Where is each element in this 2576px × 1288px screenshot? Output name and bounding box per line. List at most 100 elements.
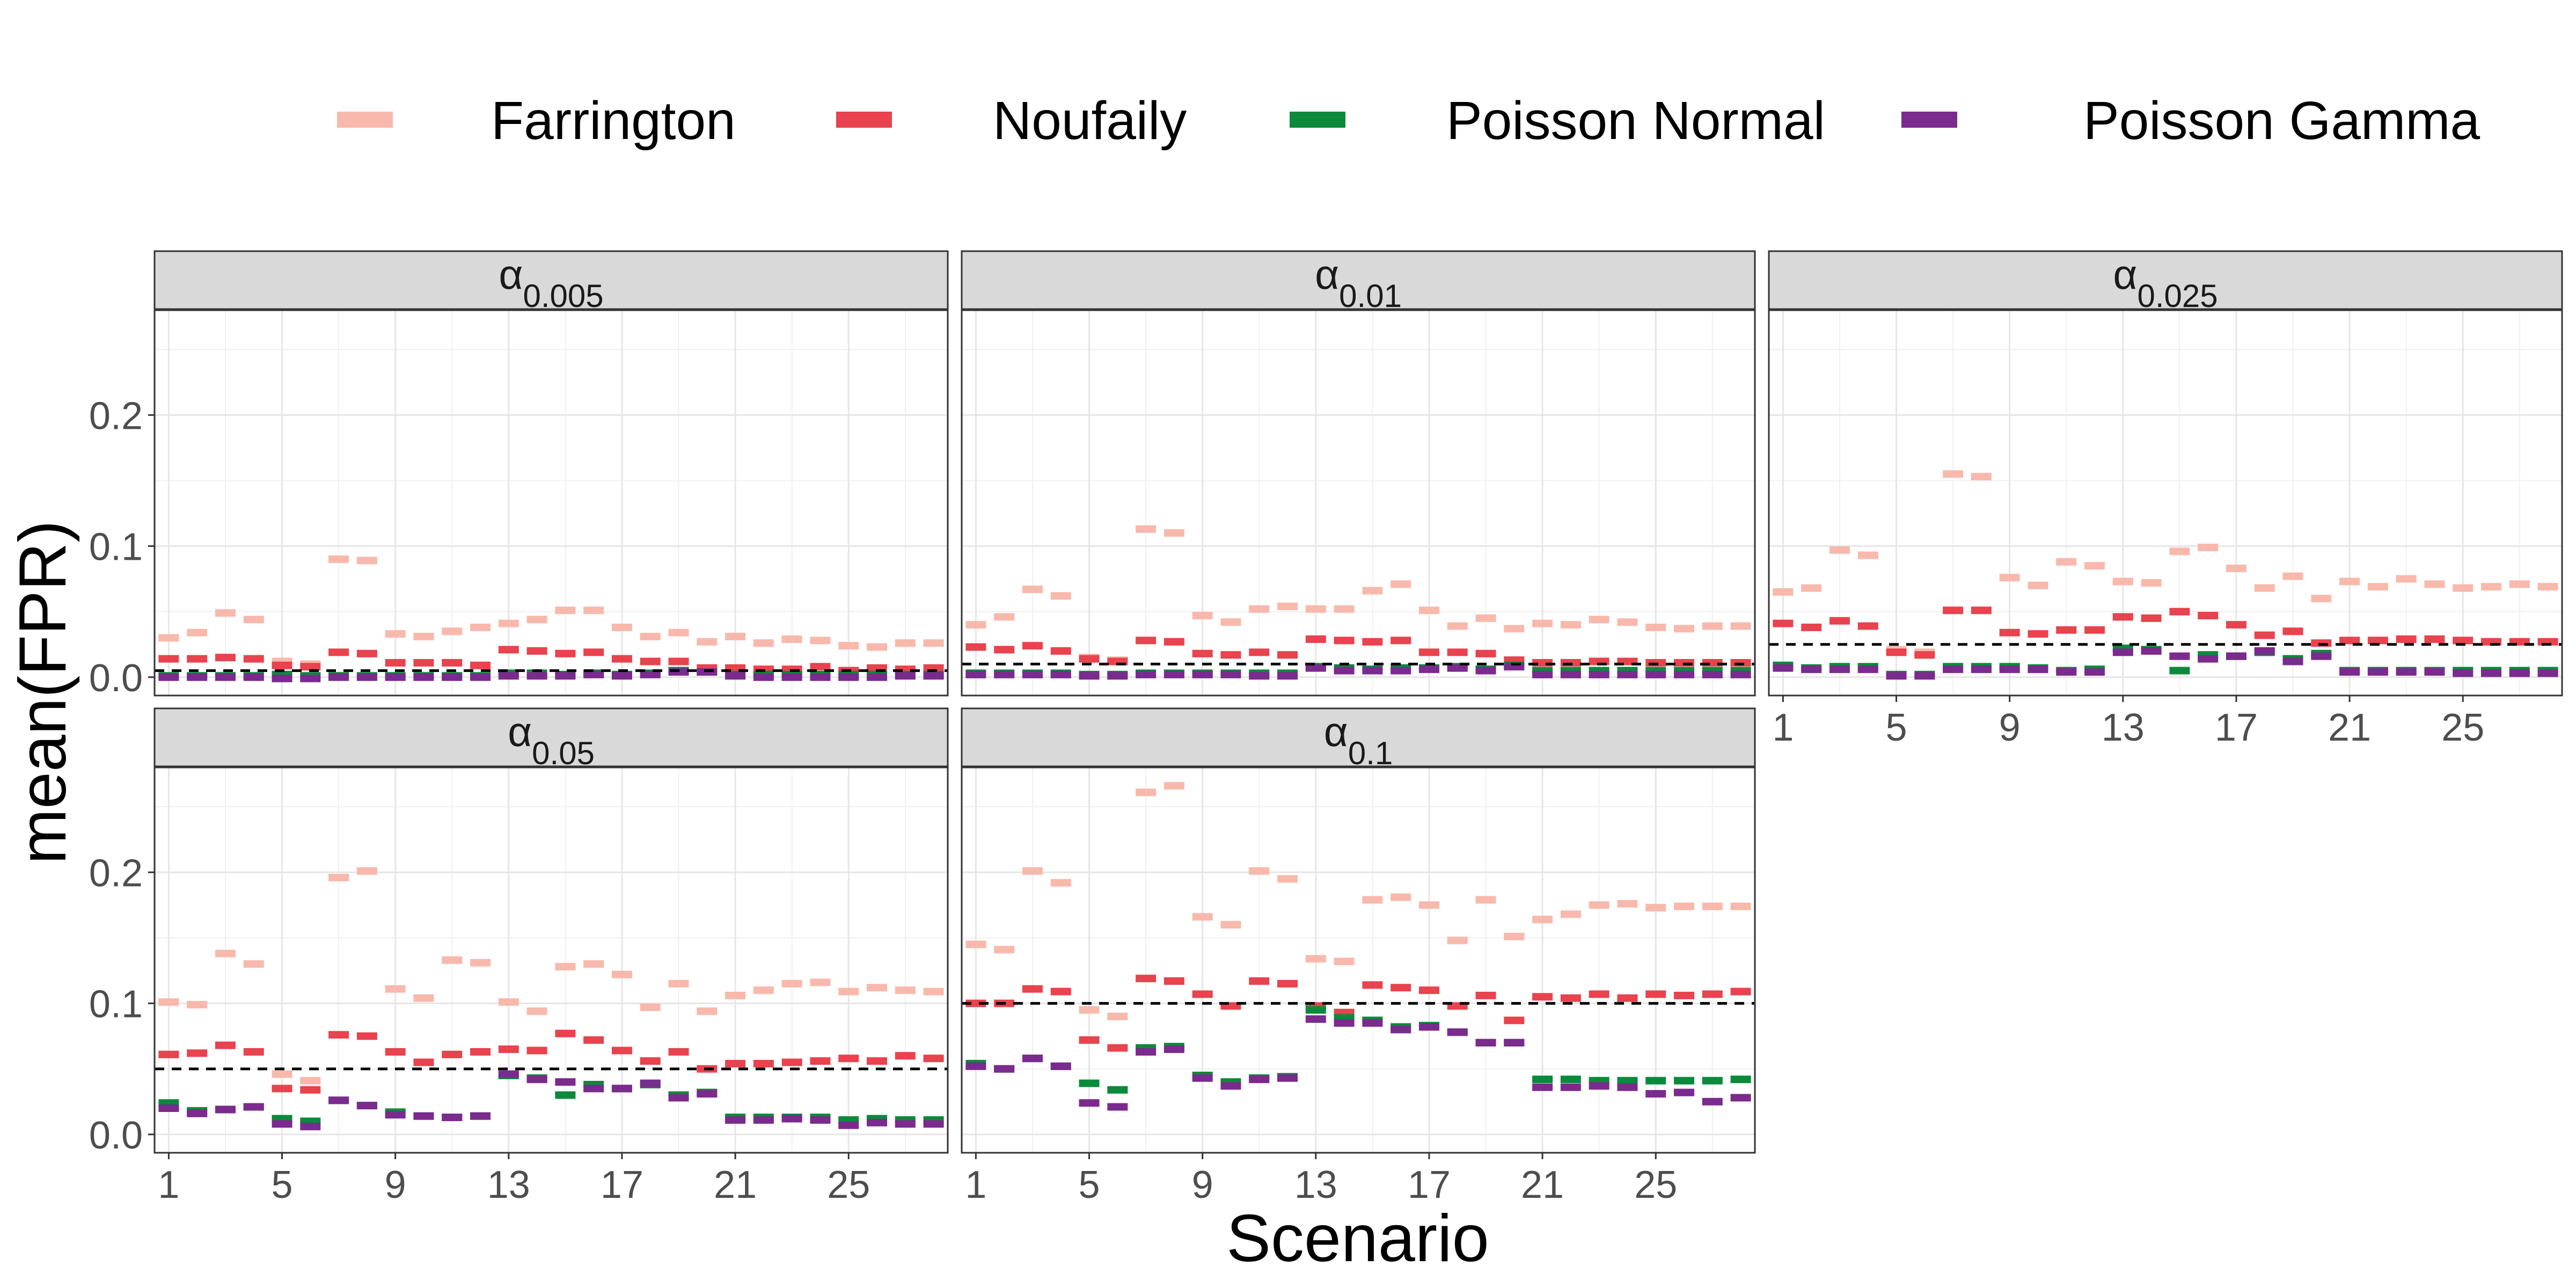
data-point	[2112, 577, 2133, 586]
legend-item: Noufaily	[836, 91, 1187, 151]
data-point	[810, 663, 831, 671]
data-point	[1277, 602, 1298, 610]
data-point	[781, 979, 802, 987]
data-point	[2254, 631, 2275, 639]
data-point	[965, 621, 986, 629]
data-point	[965, 670, 986, 678]
data-point	[1447, 1028, 1468, 1036]
series	[965, 525, 1751, 664]
data-point	[385, 658, 406, 667]
strip-label: α0.005	[499, 251, 603, 314]
data-point	[1617, 618, 1638, 626]
x-tick-label: 21	[1521, 1163, 1564, 1206]
data-point	[1079, 1099, 1100, 1107]
legend-label: Noufaily	[993, 91, 1187, 151]
data-point	[215, 1106, 236, 1114]
data-point	[1136, 788, 1157, 796]
data-point	[1999, 574, 2020, 582]
data-point	[640, 1003, 661, 1011]
strip-background	[1768, 250, 2563, 310]
data-point	[1674, 991, 1695, 999]
series	[1773, 606, 2558, 659]
data-point	[1305, 1015, 1326, 1023]
data-point	[2339, 577, 2360, 586]
data-point	[1249, 977, 1270, 985]
legend: Farrington Noufaily Poisson Normal Poisson …	[337, 91, 2480, 151]
data-point	[300, 1077, 321, 1085]
panel-background	[962, 310, 1755, 696]
x-tick-label: 1	[1772, 706, 1794, 749]
data-point	[328, 673, 349, 681]
data-point	[555, 1091, 576, 1099]
x-tick-label: 5	[1886, 706, 1907, 749]
data-point	[611, 655, 632, 663]
data-point	[583, 648, 604, 656]
data-point	[1645, 990, 1666, 998]
data-point	[2509, 669, 2530, 677]
data-point	[413, 1058, 434, 1066]
data-point	[385, 630, 406, 638]
y-tick-label: 0.1	[89, 526, 143, 569]
data-point	[697, 1007, 718, 1015]
data-point	[1589, 901, 1609, 909]
data-point	[810, 1057, 831, 1065]
data-point	[1829, 546, 1850, 554]
data-point	[243, 655, 264, 663]
data-point	[994, 946, 1015, 954]
data-point	[611, 1046, 632, 1055]
data-point	[470, 661, 491, 669]
data-point	[697, 638, 718, 646]
data-point	[1136, 975, 1157, 983]
data-point	[1136, 1048, 1157, 1056]
data-point	[526, 1046, 547, 1055]
data-point	[442, 1114, 463, 1122]
data-point	[1418, 1023, 1439, 1031]
data-point	[1532, 993, 1553, 1001]
data-point	[470, 1048, 491, 1056]
data-point	[1107, 1086, 1128, 1094]
data-point	[1249, 672, 1270, 680]
x-tick-label: 13	[1294, 1163, 1337, 1206]
grid	[155, 310, 948, 696]
x-tick-label: 21	[714, 1163, 757, 1206]
strip-label: α0.025	[2113, 251, 2218, 314]
data-point	[1702, 670, 1723, 678]
data-point	[1192, 649, 1213, 657]
data-point	[2198, 544, 2219, 552]
data-point	[1886, 648, 1907, 656]
data-point	[640, 657, 661, 665]
data-point	[498, 646, 519, 654]
data-point	[158, 634, 179, 642]
data-point	[2169, 608, 2190, 616]
data-point	[838, 1121, 859, 1129]
data-point	[1560, 670, 1581, 678]
data-point	[1504, 1038, 1525, 1046]
data-point	[753, 639, 774, 647]
series	[158, 1070, 944, 1131]
data-point	[1362, 667, 1383, 675]
data-point	[1943, 606, 1964, 614]
panel-border	[961, 309, 1756, 697]
data-point	[555, 1029, 576, 1037]
data-point	[1192, 913, 1213, 921]
data-point	[1192, 1074, 1213, 1082]
data-point	[994, 613, 1015, 621]
data-point	[810, 978, 831, 986]
data-point	[158, 655, 179, 663]
series	[965, 635, 1751, 667]
strip-background	[153, 707, 949, 767]
data-point	[2254, 647, 2275, 655]
data-point	[243, 1048, 264, 1056]
data-point	[1589, 616, 1609, 624]
data-point	[1447, 936, 1468, 945]
data-point	[215, 609, 236, 617]
legend-label: Farrington	[491, 91, 736, 151]
data-point	[2226, 621, 2246, 629]
data-point	[1730, 1075, 1751, 1084]
data-point	[300, 1123, 321, 1131]
data-point	[1305, 1006, 1326, 1014]
data-point	[1857, 665, 1878, 674]
data-point	[1560, 910, 1581, 918]
panel: α0.025 1 5 9 13 17 21 25	[1768, 250, 2563, 749]
series	[158, 1029, 944, 1094]
